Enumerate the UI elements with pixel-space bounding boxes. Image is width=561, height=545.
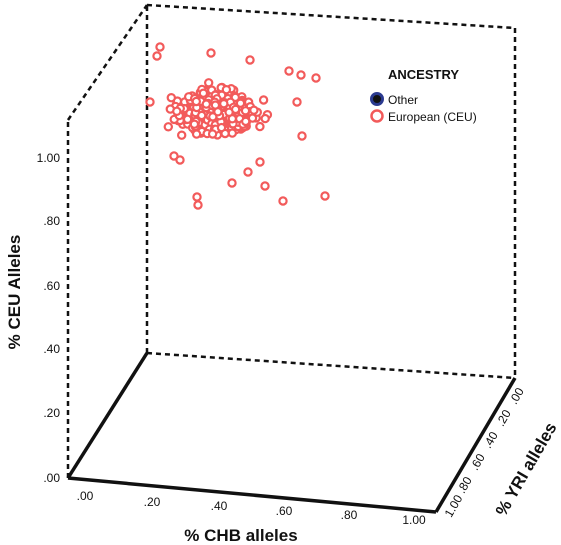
data-point <box>193 200 203 210</box>
data-point <box>192 192 202 202</box>
data-point <box>145 97 155 107</box>
data-point <box>260 181 270 191</box>
y-tick-label: .00 <box>43 471 60 485</box>
data-point <box>172 106 182 117</box>
back-top-edge <box>146 3 516 30</box>
data-point <box>235 98 246 108</box>
data-point <box>198 88 209 98</box>
y-tick-label: .80 <box>43 214 60 228</box>
legend-title: ANCESTRY <box>388 67 459 82</box>
y-tick-label: .20 <box>43 406 60 420</box>
data-point <box>278 196 288 206</box>
data-point <box>191 129 202 139</box>
data-point <box>221 84 232 95</box>
data-point <box>196 110 207 121</box>
data-point <box>311 73 321 83</box>
x-tick-label: .00 <box>77 489 94 503</box>
y-axis-title: % CEU Alleles <box>5 235 24 350</box>
data-point <box>206 48 216 58</box>
x-tick-label: 1.00 <box>402 513 426 527</box>
legend-item-other: Other <box>370 92 418 107</box>
floor-frame <box>66 352 517 514</box>
z-axis: .00 .20 .40 .60 .80 1.00 % YRI alleles <box>442 385 561 520</box>
back-bottom-edge <box>146 351 516 380</box>
left-top-edge <box>66 4 149 121</box>
y-axis: .00 .20 .40 .60 .80 1.00 % CEU Alleles <box>5 151 60 485</box>
legend-label-other: Other <box>388 93 418 107</box>
data-point <box>258 95 269 105</box>
data-point <box>227 178 237 188</box>
legend-item-european: European (CEU) <box>370 109 477 124</box>
data-point <box>163 122 173 132</box>
data-point <box>208 112 218 122</box>
data-point <box>240 106 251 116</box>
z-axis-title: % YRI alleles <box>492 419 561 519</box>
data-point <box>175 155 185 165</box>
data-point <box>297 131 307 141</box>
x-axis: .00 .20 .40 .60 .80 1.00 % CHB alleles <box>77 489 426 545</box>
floor-right-edge <box>434 377 517 513</box>
x-tick-label: .20 <box>144 495 161 509</box>
data-point <box>284 66 294 76</box>
data-point <box>292 97 302 107</box>
data-point <box>240 116 251 127</box>
data-points <box>145 42 330 210</box>
y-tick-label: .40 <box>43 342 60 356</box>
legend: ANCESTRY Other European (CEU) <box>370 67 477 124</box>
x-tick-label: .60 <box>276 504 293 518</box>
x-tick-label: .80 <box>341 508 358 522</box>
data-point <box>224 107 234 118</box>
data-point <box>201 99 211 109</box>
data-point <box>176 130 187 140</box>
floor-left-edge <box>66 352 149 479</box>
legend-marker-european <box>370 109 384 123</box>
data-point <box>255 121 265 132</box>
data-point <box>152 51 162 61</box>
data-point <box>260 113 270 124</box>
x-axis-title: % CHB alleles <box>184 526 297 545</box>
data-point <box>182 114 193 125</box>
data-point <box>243 167 253 177</box>
data-point <box>216 122 227 133</box>
legend-label-european: European (CEU) <box>388 110 477 124</box>
data-point <box>166 92 176 103</box>
data-point <box>245 55 255 65</box>
data-point <box>296 70 306 80</box>
x-tick-label: .40 <box>211 499 228 513</box>
back-frame <box>66 3 517 478</box>
data-point <box>320 191 330 201</box>
data-point <box>155 42 165 52</box>
data-point <box>191 96 201 107</box>
floor-front-edge <box>67 476 437 514</box>
y-tick-label: .60 <box>43 279 60 293</box>
data-point <box>207 129 218 139</box>
y-tick-label: 1.00 <box>37 151 61 165</box>
data-point <box>219 98 229 109</box>
data-point <box>189 119 200 129</box>
legend-marker-other <box>370 92 384 106</box>
data-point <box>255 157 265 167</box>
data-point <box>249 105 259 115</box>
